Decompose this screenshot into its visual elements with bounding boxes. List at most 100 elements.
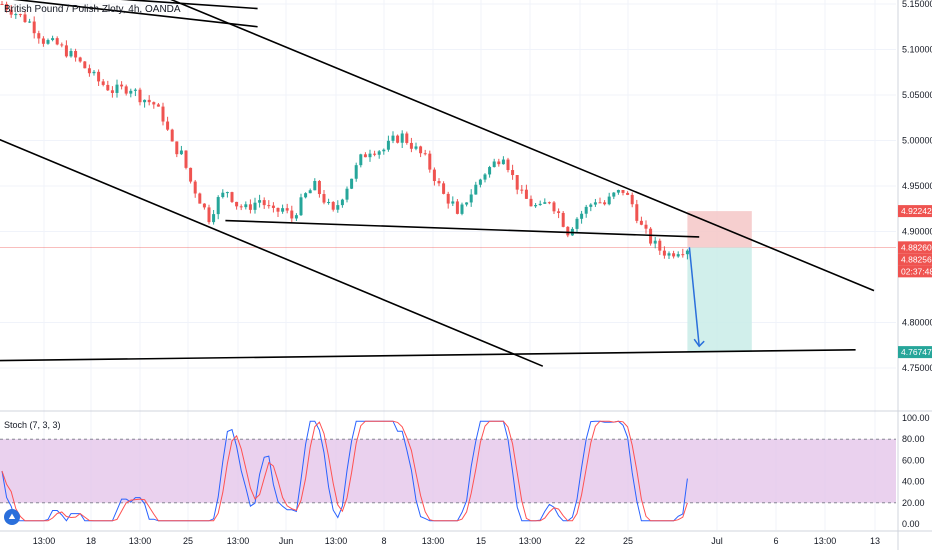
stoch-tick-label: 20.00 [902,498,925,508]
candle-up [607,196,611,205]
trend-lines[interactable] [0,0,875,367]
stoch-d-line [1,420,688,522]
candle-up [676,254,680,257]
time-tick-label: 13:00 [227,536,250,546]
candle-up [350,178,354,189]
candle-down [409,142,413,149]
candle-up [304,193,308,198]
candle-up [313,180,317,191]
candle-down [23,14,27,23]
price-tick-label: 4.95000 [902,181,932,191]
time-tick-label: 22 [575,536,585,546]
candle-down [138,89,142,103]
stoch-k-line [1,420,688,522]
candle-down [529,198,533,207]
price-tick-label: 5.00000 [902,136,932,146]
candle-up [221,192,225,198]
stoch-indicator-label[interactable]: Stoch (7, 3, 3) [4,420,61,430]
candle-down [106,84,110,91]
candle-up [28,21,32,23]
candle-down [603,202,607,205]
candle-up [345,188,349,200]
candle-up [589,204,593,207]
candle-up [340,199,344,206]
candle-down [41,38,45,44]
candle-down [672,253,676,257]
candle-up [281,208,285,212]
candle-up [391,135,395,141]
time-tick-label: 18 [86,536,96,546]
candle-up [216,197,220,215]
stoch-band [0,439,896,503]
candle-down [598,202,602,204]
candle-up [469,194,473,203]
candle-up [653,240,657,244]
candle-down [432,169,436,182]
candle-down [64,45,68,57]
candle-down [239,206,243,208]
candle-down [248,204,252,210]
candle-down [120,84,124,87]
candle-up [69,50,73,57]
candle-up [465,202,469,205]
candle-up [46,40,50,44]
trend-line [120,0,258,10]
time-tick-label: 25 [623,536,633,546]
candle-down [9,9,13,15]
time-tick-label: 13:00 [422,536,445,546]
candle-down [322,194,326,203]
price-tag-label: 4.88256 [901,254,932,264]
candle-down [635,204,639,221]
candle-down [497,161,501,165]
candle-down [166,121,170,130]
time-tick-label: 15 [476,536,486,546]
candle-up [143,99,147,103]
candle-down [547,202,551,204]
time-tick-label: 13:00 [325,536,348,546]
candle-up [133,89,137,91]
candle-down [511,170,515,176]
candle-down [524,189,528,199]
price-tag-label: 4.88260 [901,242,932,252]
candle-up [534,205,538,207]
candle-down [405,133,409,143]
price-tag-label: 4.92242 [901,206,932,216]
candle-down [198,193,202,204]
candle-down [561,212,565,227]
time-tick-label: 13:00 [519,536,542,546]
candle-down [83,61,87,69]
candle-down [557,211,561,213]
projection-arrow [688,247,700,347]
time-tick-label: 6 [773,536,778,546]
candle-down [520,189,524,191]
candle-up [377,151,381,155]
tradingview-logo-icon[interactable]: ⛰ [4,509,20,525]
candle-down [175,141,179,155]
candle-up [667,253,671,256]
price-tick-label: 4.75000 [902,363,932,373]
time-tick-label: 25 [183,536,193,546]
candle-down [235,201,239,207]
candle-down [363,154,367,158]
candle-down [423,153,427,155]
candle-up [685,250,689,255]
stoch-tick-label: 0.00 [902,519,920,529]
time-tick-label: 13:00 [814,536,837,546]
candle-down [373,153,377,155]
candle-down [442,183,446,194]
time-tick-label: 13:00 [33,536,56,546]
candle-up [336,205,340,210]
candle-up [179,150,183,155]
candle-up [359,154,363,166]
time-tick-label: 13:00 [129,536,152,546]
candle-up [253,202,257,210]
candle-up [115,84,119,93]
candle-down [101,81,105,85]
candle-down [506,159,510,171]
trend-line [225,219,700,238]
candle-down [446,193,450,204]
candle-down [566,226,570,236]
price-tag [898,253,932,266]
time-tick-label: Jul [711,536,723,546]
